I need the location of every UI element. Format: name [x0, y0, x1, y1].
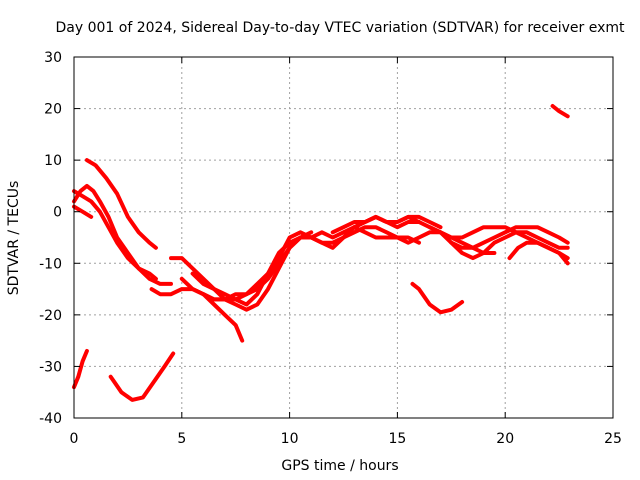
x-tick-label: 10 [281, 431, 299, 447]
x-tick-labels: 0 5 10 15 20 25 [70, 431, 622, 447]
x-tick-label: 20 [496, 431, 514, 447]
series-track-13 [352, 225, 570, 261]
x-tick-label: 5 [177, 431, 186, 447]
series-group [72, 104, 570, 402]
series-track-18 [550, 104, 570, 119]
series-track-11 [201, 230, 314, 302]
series-track-9 [179, 276, 245, 343]
y-tick-label: 20 [44, 102, 62, 118]
y-tick-label: 10 [44, 153, 62, 169]
series-track-5 [72, 349, 89, 390]
x-tick-label: 0 [70, 431, 79, 447]
series-track-16 [507, 240, 570, 266]
series-track-1 [84, 158, 158, 250]
y-tick-label: -10 [39, 256, 62, 272]
x-tick-label: 15 [388, 431, 406, 447]
series-track-14 [427, 225, 570, 250]
y-axis-label: SDTVAR / TECUs [6, 181, 22, 296]
x-tick-label: 25 [604, 431, 622, 447]
y-tick-label: 0 [53, 205, 62, 221]
y-tick-label: -20 [39, 308, 62, 324]
series-track-2 [72, 183, 173, 286]
y-tick-label: 30 [44, 50, 62, 66]
series-track-15 [449, 240, 497, 255]
chart-title: Day 001 of 2024, Sidereal Day-to-day VTE… [56, 20, 626, 36]
series-track-6 [108, 351, 176, 402]
y-tick-label: -30 [39, 359, 62, 375]
series-track-4 [72, 204, 94, 219]
x-axis-label: GPS time / hours [281, 458, 398, 474]
y-tick-labels: -40 -30 -20 -10 0 10 20 30 [39, 50, 62, 427]
axis-ticks [73, 56, 614, 419]
plot-frame [73, 56, 614, 419]
series-track-3 [72, 189, 158, 281]
y-tick-label: -40 [39, 411, 62, 427]
series-track-17 [410, 281, 465, 315]
